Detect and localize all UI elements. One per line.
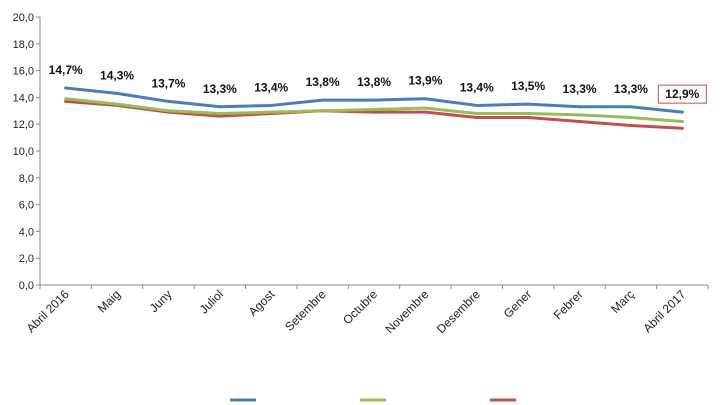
series-1-point — [629, 105, 633, 109]
series-2-point — [629, 116, 633, 119]
data-label: 14,3% — [100, 68, 134, 82]
series-1-point — [269, 103, 273, 107]
series-2-point — [680, 120, 684, 124]
series-3-point — [372, 110, 376, 114]
y-tick-label: 16,0 — [13, 66, 34, 78]
series-1-point — [578, 105, 582, 109]
x-tick-label: Agost — [246, 287, 278, 319]
series-1-point — [64, 86, 68, 90]
x-tick-label: Març — [608, 287, 637, 316]
series-1-point — [166, 99, 170, 103]
series-1-point — [218, 105, 222, 109]
x-axis: Abril 2016 Maig Juny Juliol Agost Setembre Oct… — [24, 284, 709, 336]
series-2-point — [475, 111, 479, 115]
x-tick-label: Octubre — [340, 287, 380, 327]
x-tick-label: Juny — [147, 287, 175, 315]
series-1-point — [115, 91, 119, 95]
data-label: 13,3% — [203, 82, 237, 96]
series-1-point — [372, 98, 376, 102]
x-tick-label: Juliol — [197, 287, 226, 316]
series-1-point — [423, 97, 427, 101]
y-tick-label: 10,0 — [13, 146, 34, 158]
series-2-point — [64, 97, 68, 101]
series-3-point — [423, 110, 427, 114]
data-label: 13,5% — [511, 79, 545, 93]
highlight-box — [657, 84, 707, 104]
data-label: 13,3% — [614, 82, 648, 96]
series-1-point — [680, 110, 684, 114]
series-2-point — [423, 106, 427, 110]
data-label: 13,4% — [254, 80, 288, 94]
series-layer — [64, 86, 684, 130]
y-tick-label: 8,0 — [19, 173, 34, 185]
data-label: 14,7% — [49, 63, 83, 77]
data-label: 13,8% — [306, 75, 340, 89]
x-tick-label: Maig — [95, 287, 123, 315]
series-1-point — [526, 102, 530, 106]
series-3-point — [475, 116, 479, 119]
series-1-point — [321, 98, 325, 102]
series-2-point — [526, 111, 530, 115]
series-3-point — [218, 114, 222, 118]
data-labels: 14,7% 14,3% 13,7% 13,3% 13,4% 13,8% 13,8% 13,9%… — [49, 63, 707, 104]
x-tick-label: Desembre — [434, 287, 483, 336]
y-tick-label: 4,0 — [19, 226, 34, 238]
series-1-point — [475, 103, 479, 107]
y-tick-label: 14,0 — [13, 92, 34, 104]
y-tick-label: 18,0 — [13, 39, 34, 51]
data-label: 13,8% — [357, 75, 391, 89]
series-2-point — [166, 109, 170, 113]
y-tick-label: 0,0 — [19, 280, 34, 292]
series-2-point — [269, 110, 273, 114]
series-2-point — [218, 111, 222, 115]
series-3-point — [526, 116, 530, 119]
data-label: 13,3% — [563, 82, 597, 96]
data-label: 13,4% — [460, 80, 494, 94]
y-axis: 0,0 2,0 4,0 6,0 8,0 10,0 12,0 14,0 16,0 18,0 20,0 — [13, 12, 41, 292]
series-2-point — [578, 113, 582, 117]
x-tick-label: Abril 2016 — [24, 287, 72, 335]
series-2-point — [372, 107, 376, 111]
series-3-point — [680, 126, 684, 130]
series-3-point — [64, 99, 68, 103]
series-3-point — [578, 120, 582, 124]
y-tick-label: 20,0 — [13, 12, 34, 24]
x-tick-label: Febrer — [551, 287, 586, 322]
x-tick-label: Gener — [501, 287, 534, 320]
series-3-point — [629, 124, 633, 128]
data-label: 13,9% — [408, 74, 442, 88]
series-2-point — [321, 109, 325, 113]
data-label: 12,9% — [665, 87, 699, 101]
x-tick-label: Setembre — [282, 287, 329, 334]
data-label: 13,7% — [151, 76, 185, 90]
y-tick-label: 12,0 — [13, 119, 34, 131]
x-tick-label: Abril 2017 — [640, 287, 688, 335]
y-tick-label: 2,0 — [19, 253, 34, 265]
series-2-point — [115, 102, 119, 106]
y-tick-label: 6,0 — [19, 200, 34, 212]
x-tick-label: Novembre — [382, 287, 431, 336]
